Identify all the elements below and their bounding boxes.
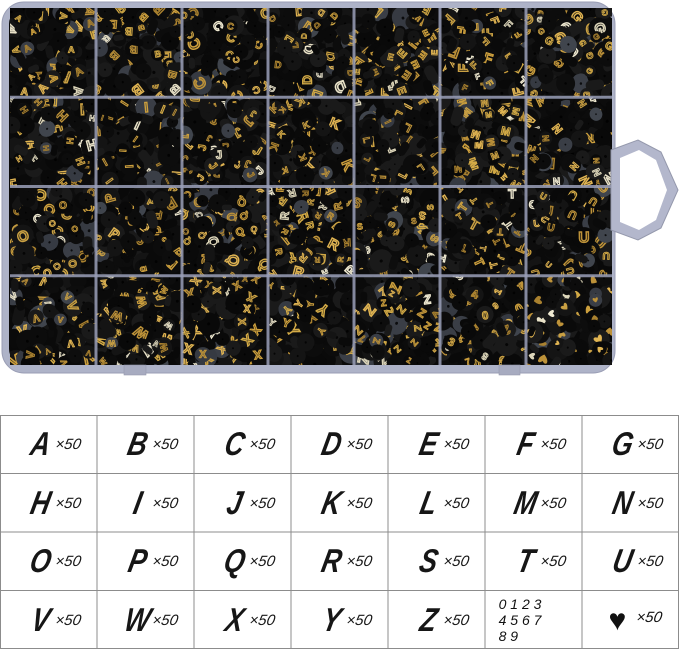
svg-text:T: T xyxy=(497,225,504,236)
svg-text:A: A xyxy=(68,45,75,55)
svg-text:O: O xyxy=(59,200,68,211)
svg-text:N: N xyxy=(591,157,600,163)
svg-text:S: S xyxy=(425,204,435,210)
svg-text:R: R xyxy=(301,190,311,196)
svg-text:N: N xyxy=(540,135,551,142)
svg-text:W: W xyxy=(107,338,116,348)
svg-text:X: X xyxy=(235,318,247,325)
svg-text:U: U xyxy=(602,249,610,260)
svg-text:B: B xyxy=(124,24,133,36)
svg-text:D: D xyxy=(300,75,315,84)
svg-text:D: D xyxy=(274,60,282,72)
svg-text:H: H xyxy=(65,137,76,145)
svg-text:G: G xyxy=(601,8,608,18)
svg-text:N: N xyxy=(553,175,561,186)
svg-text:O: O xyxy=(67,259,80,269)
svg-text:R: R xyxy=(314,255,320,264)
svg-text:X: X xyxy=(199,349,207,361)
svg-text:X: X xyxy=(210,286,222,294)
svg-text:M: M xyxy=(486,137,498,147)
